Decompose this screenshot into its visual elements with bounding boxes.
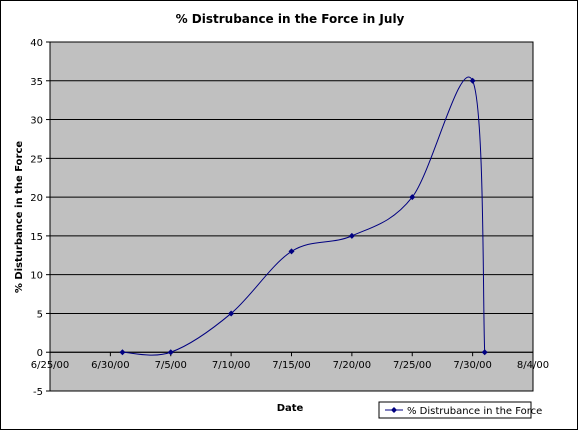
x-tick-labels: 6/25/00 6/30/00 7/5/00 7/10/00 7/15/00 7/20/0… bbox=[31, 352, 549, 371]
y-tick-label: 30 bbox=[30, 116, 43, 127]
x-tick-label: 7/15/00 bbox=[272, 360, 311, 371]
y-tick-label: 40 bbox=[30, 38, 43, 49]
legend-label: % Distrubance in the Force bbox=[407, 406, 542, 417]
x-tick-label: 7/20/00 bbox=[333, 360, 372, 371]
legend-box bbox=[378, 401, 532, 419]
chart-title: % Distrubance in the Force in July bbox=[176, 12, 405, 26]
x-tick-label: 7/10/00 bbox=[212, 360, 251, 371]
x-tick-label: 6/30/00 bbox=[91, 360, 130, 371]
plot-area bbox=[49, 41, 534, 392]
x-tick-label: 8/4/00 bbox=[517, 360, 549, 371]
x-tick-label: 6/25/00 bbox=[31, 360, 70, 371]
data-point bbox=[228, 310, 235, 317]
x-tick-label: 7/5/00 bbox=[155, 360, 187, 371]
y-tick-label: 10 bbox=[30, 271, 43, 282]
x-tick-label: 7/30/00 bbox=[453, 360, 492, 371]
data-point bbox=[288, 248, 295, 255]
series-group bbox=[119, 76, 488, 356]
x-tick-label: 7/25/00 bbox=[393, 360, 432, 371]
data-point bbox=[409, 194, 416, 201]
y-tick-label: 25 bbox=[30, 154, 43, 165]
y-tick-label: 0 bbox=[37, 348, 43, 359]
y-tick-label: 35 bbox=[30, 77, 43, 88]
y-tick-labels: -5 0 5 10 15 20 25 30 35 40 bbox=[30, 38, 50, 398]
y-tick-label: 20 bbox=[30, 193, 43, 204]
y-tick-label: -5 bbox=[33, 387, 43, 398]
y-tick-label: 5 bbox=[37, 309, 43, 320]
y-axis-label: % Disturbance in the Force bbox=[14, 141, 25, 294]
data-point bbox=[167, 349, 174, 356]
data-point bbox=[119, 349, 126, 356]
data-point bbox=[481, 349, 488, 356]
data-point bbox=[348, 232, 355, 239]
x-axis-label: Date bbox=[277, 403, 304, 414]
y-tick-label: 15 bbox=[30, 232, 43, 243]
legend: % Distrubance in the Force bbox=[378, 401, 542, 419]
legend-marker bbox=[391, 407, 397, 413]
data-point bbox=[469, 77, 476, 84]
